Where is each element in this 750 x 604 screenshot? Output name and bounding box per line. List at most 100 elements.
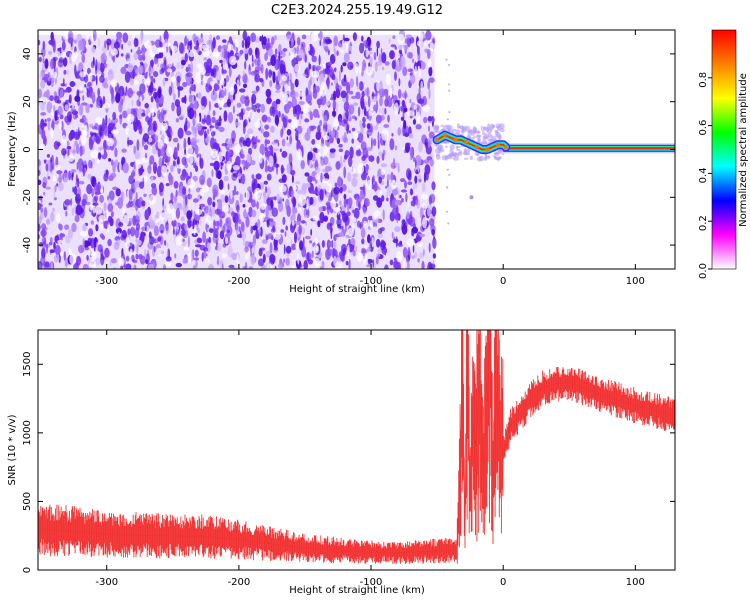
noise-speck xyxy=(393,94,398,105)
transition-speck xyxy=(496,126,499,129)
noise-gap xyxy=(122,206,125,217)
noise-speck xyxy=(38,179,42,185)
noise-gap xyxy=(427,40,431,45)
noise-gap xyxy=(351,38,354,46)
noise-gap xyxy=(202,47,210,57)
noise-speck xyxy=(38,202,42,211)
transition-speck xyxy=(494,129,499,134)
noise-speck xyxy=(410,217,412,225)
noise-gap xyxy=(236,253,239,265)
noise-speck xyxy=(82,238,85,249)
noise-speck xyxy=(269,144,273,154)
noise-speck xyxy=(240,221,245,233)
noise-speck xyxy=(40,207,44,213)
noise-speck xyxy=(173,181,179,189)
noise-speck xyxy=(217,199,223,210)
noise-speck xyxy=(308,159,313,169)
noise-gap xyxy=(132,31,135,40)
noise-speck xyxy=(266,139,271,145)
noise-speck xyxy=(333,67,337,72)
noise-speck xyxy=(265,205,269,218)
noise-speck xyxy=(207,196,213,206)
noise-speck xyxy=(348,51,352,55)
noise-speck xyxy=(187,235,190,248)
noise-speck xyxy=(216,122,221,126)
noise-speck xyxy=(183,124,188,132)
noise-speck xyxy=(114,147,118,158)
noise-speck xyxy=(47,176,51,180)
noise-speck xyxy=(82,160,87,165)
transition-speck xyxy=(453,157,460,161)
noise-speck xyxy=(211,116,216,124)
noise-speck xyxy=(177,156,180,167)
noise-gap xyxy=(126,190,129,197)
noise-gap xyxy=(364,253,368,259)
noise-speck xyxy=(170,164,174,173)
noise-speck xyxy=(428,131,435,139)
noise-speck xyxy=(384,107,387,115)
noise-gap xyxy=(406,238,415,247)
noise-speck xyxy=(187,38,189,50)
noise-speck xyxy=(291,174,294,184)
noise-speck xyxy=(101,72,105,77)
noise-speck xyxy=(62,173,65,180)
noise-speck xyxy=(373,181,375,185)
noise-speck xyxy=(141,44,146,57)
noise-speck xyxy=(306,251,310,262)
noise-speck xyxy=(81,53,86,64)
noise-speck xyxy=(332,99,336,111)
noise-speck xyxy=(126,58,131,62)
noise-speck xyxy=(247,128,254,135)
noise-speck xyxy=(63,89,69,93)
noise-speck xyxy=(257,258,265,267)
noise-speck xyxy=(38,169,41,177)
noise-speck xyxy=(304,69,309,76)
noise-speck xyxy=(220,166,223,170)
noise-gap xyxy=(322,135,330,141)
noise-gap xyxy=(186,146,194,156)
noise-gap xyxy=(258,153,263,164)
noise-speck xyxy=(48,50,53,55)
noise-speck xyxy=(151,183,157,189)
noise-speck xyxy=(324,46,329,52)
colorbar-tick-label: 0.4 xyxy=(698,167,709,183)
noise-speck xyxy=(239,193,243,203)
noise-speck xyxy=(215,70,221,82)
noise-gap xyxy=(125,237,131,249)
noise-speck xyxy=(78,244,85,254)
noise-speck xyxy=(394,199,401,206)
noise-speck xyxy=(120,53,124,57)
noise-speck xyxy=(195,260,198,269)
noise-speck xyxy=(250,254,256,266)
noise-speck xyxy=(319,119,323,127)
noise-speck xyxy=(372,138,377,147)
noise-speck xyxy=(274,114,280,126)
noise-speck xyxy=(153,245,156,253)
noise-speck xyxy=(317,220,321,228)
noise-speck xyxy=(93,182,99,194)
noise-speck xyxy=(189,87,192,95)
noise-speck xyxy=(88,123,94,128)
noise-speck xyxy=(352,249,356,257)
noise-speck xyxy=(43,159,47,164)
noise-speck xyxy=(423,171,427,183)
noise-speck xyxy=(278,201,284,213)
noise-gap xyxy=(148,112,151,118)
noise-gap xyxy=(419,31,424,41)
noise-speck xyxy=(92,30,97,42)
noise-gap xyxy=(148,137,153,143)
noise-speck xyxy=(400,178,406,183)
noise-speck xyxy=(69,129,76,139)
noise-speck xyxy=(54,95,60,104)
noise-speck xyxy=(263,131,270,138)
noise-speck xyxy=(384,264,389,269)
carrier-trace-point xyxy=(485,147,490,152)
noise-speck xyxy=(391,59,396,70)
transition-speck xyxy=(493,156,498,159)
noise-speck xyxy=(149,63,152,73)
noise-gap xyxy=(402,260,407,269)
noise-speck xyxy=(144,209,150,221)
noise-speck xyxy=(49,249,56,254)
noise-speck xyxy=(409,74,416,85)
noise-speck xyxy=(228,264,235,269)
